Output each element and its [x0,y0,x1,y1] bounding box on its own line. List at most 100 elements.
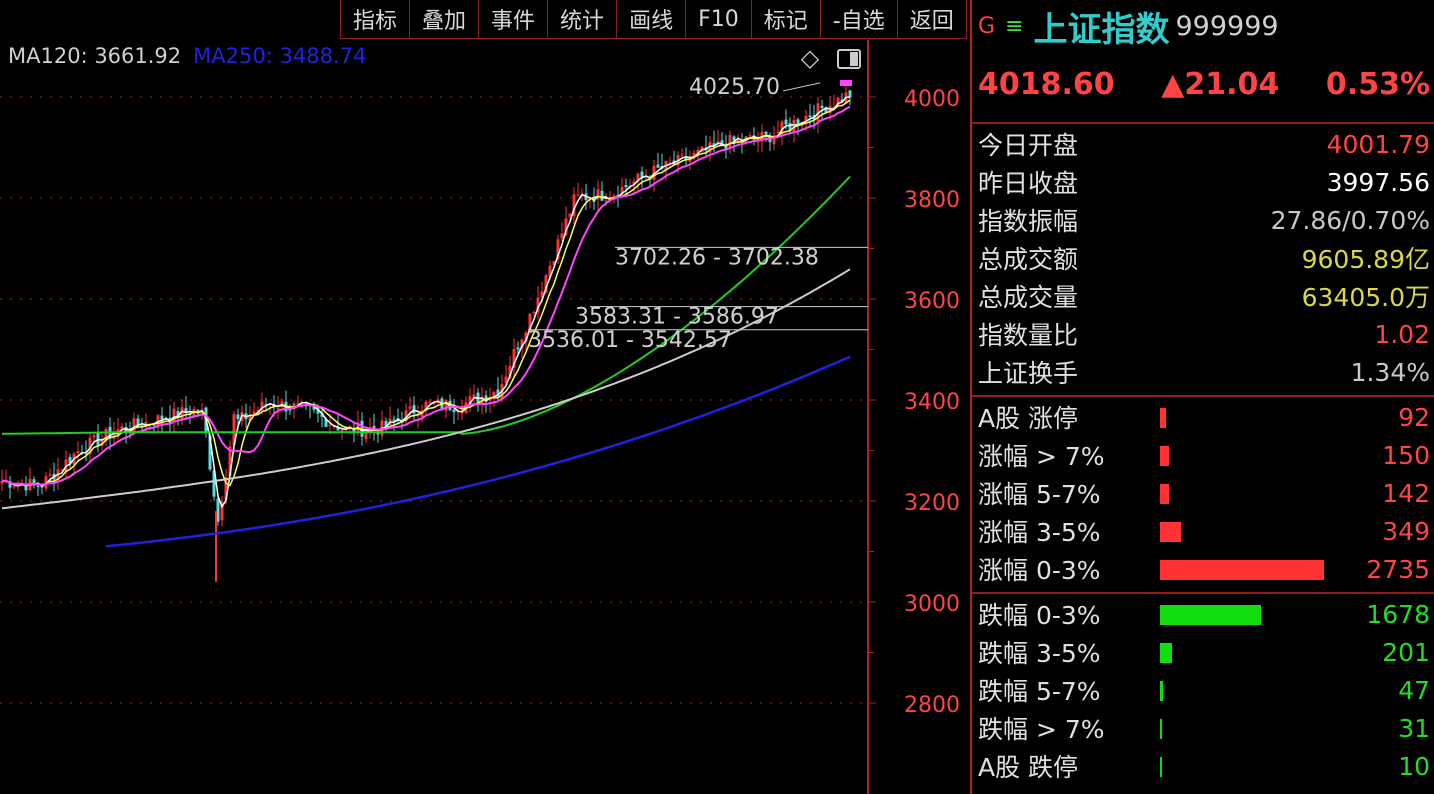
candle-body [36,486,40,488]
y-tick-label: 3200 [904,491,960,516]
toolbar-button-8[interactable]: 返回 [898,0,967,38]
candle-body [152,424,156,426]
candle-body [516,347,520,350]
up-label: 涨幅 5-7% [978,480,1101,509]
candle-body [332,426,336,428]
up-value: 349 [1382,516,1430,546]
down-label: 跌幅 0-3% [978,601,1101,630]
candle-body [544,275,548,293]
toolbar-button-0[interactable]: 指标 [341,0,411,38]
toolbar-button-3[interactable]: 统计 [548,0,618,38]
candle-body [88,437,92,455]
candle-body [724,143,728,150]
candle-body [352,428,356,434]
up-bar [1160,522,1181,542]
toolbar-button-6[interactable]: 标记 [752,0,821,38]
candle-body [384,421,388,428]
annotation-label: 3583.31 - 3586.97 [575,305,779,330]
down-label: 跌幅 > 7% [978,715,1105,744]
candle-body [772,135,776,145]
candle-body [232,414,236,445]
down-value: 10 [1398,751,1430,781]
up-label: 涨幅 0-3% [978,556,1101,585]
index-code: 999999 [1175,10,1279,42]
stat-label: 今日开盘 [978,131,1079,160]
down-bar [1160,643,1173,663]
panel-toggle-icon[interactable] [837,49,861,69]
candle-body [744,136,748,140]
down-bar [1160,719,1162,739]
down-value: 1678 [1366,599,1430,629]
diamond-icon[interactable]: ◇ [801,44,820,72]
up-value: 150 [1382,440,1430,470]
candlestick-chart[interactable]: 4000 3800 3600 3400 3200 3000 2800 4025.70 3702.… [0,0,970,794]
candle-body [176,411,180,419]
up-row: 涨幅 3-5% 349 [978,512,1430,550]
toolbar-button-2[interactable]: 事件 [479,0,549,38]
candle-body [468,396,472,405]
candle-body [728,135,732,148]
candle-body [596,189,600,200]
candle-body [576,194,580,196]
candle-body [836,97,840,105]
toolbar-button-1[interactable]: 叠加 [410,0,480,38]
up-row: A股 涨停 92 [978,398,1430,436]
candle-body [192,408,196,418]
candle-body [104,429,108,441]
candle-body [324,418,328,428]
up-bar [1160,484,1169,504]
stat-label: 上证换手 [978,359,1079,388]
down-value: 31 [1398,713,1430,743]
candle-body [336,427,340,431]
candle-body [536,297,540,313]
price-change-pct: 0.53% [1325,66,1430,102]
ma20-line [1,105,851,486]
candle-body [620,186,624,197]
candle-body [656,164,660,168]
candle-body [512,349,516,368]
stat-row: 指数量比 1.02 [978,315,1430,353]
stat-row: 昨日收盘 3997.56 [978,163,1430,201]
candle-body [548,265,552,277]
candle-body [32,479,36,484]
candle-body [236,414,240,420]
candle-body [776,131,780,133]
y-tick-label: 4000 [904,87,960,112]
candle-body [92,435,96,438]
candle-body [652,165,656,180]
candle-body [824,107,828,114]
down-row: A股 跌停 10 [978,747,1430,785]
up-value: 2735 [1366,554,1430,584]
candle-body [792,119,796,132]
up-label: 涨幅 > 7% [978,442,1105,471]
ma-legend: MA120: 3661.92 MA250: 3488.74 [8,44,378,68]
candle-body [840,99,844,103]
down-label: A股 跌停 [978,753,1079,782]
stat-label: 指数量比 [978,321,1079,350]
candle-body [564,218,568,236]
toolbar-button-7[interactable]: -自选 [821,0,898,38]
up-row: 涨幅 0-3% 2735 [978,550,1430,588]
candle-body [48,474,52,476]
candle-body [296,402,300,404]
candle-body [12,486,16,488]
candle-body [820,105,824,108]
candle-body [560,233,564,239]
candle-body [508,366,512,379]
g-icon[interactable]: G [978,13,996,39]
toolbar-button-5[interactable]: F10 [686,0,752,38]
candle-body [624,185,628,188]
up-label: 涨幅 3-5% [978,518,1101,547]
candle-body [684,157,688,161]
menu-icon[interactable]: ≡ [1005,13,1024,39]
marker-icon [840,80,852,86]
candle-body [788,123,792,131]
up-bar [1160,560,1324,580]
toolbar-button-4[interactable]: 画线 [617,0,687,38]
candle-body [668,162,672,164]
ma120-line [1,268,851,510]
candle-body [136,418,140,426]
candle-body [472,394,476,398]
candle-body [644,176,648,178]
y-tick-label: 3000 [904,592,960,617]
